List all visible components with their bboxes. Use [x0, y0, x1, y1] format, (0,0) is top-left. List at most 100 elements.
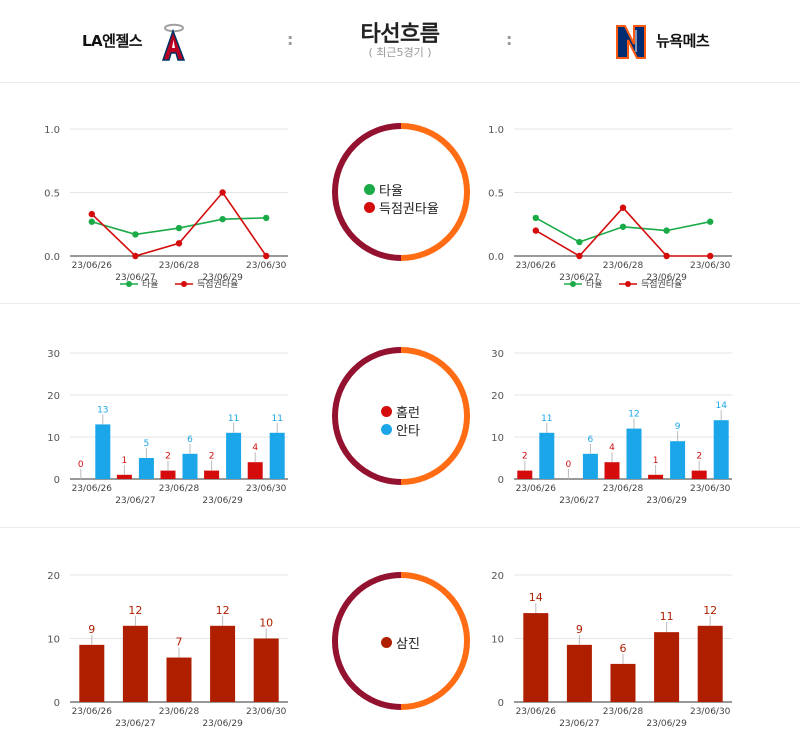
data-label: 0: [566, 460, 572, 470]
legend-marker-icon: [625, 281, 631, 287]
data-label: 11: [228, 414, 239, 424]
x-tick-label: 23/06/27: [115, 496, 155, 506]
y-tick-label: 1.0: [44, 125, 60, 136]
bar: [226, 432, 242, 479]
data-label: 4: [609, 443, 615, 453]
bar: [697, 625, 723, 702]
bar: [517, 470, 533, 479]
x-tick-label: 23/06/26: [72, 261, 113, 271]
data-point: [532, 214, 539, 222]
power-ring: [332, 347, 470, 485]
data-point: [532, 227, 539, 234]
x-tick-label: 23/06/29: [202, 273, 243, 283]
bar: [79, 644, 105, 702]
data-label: 7: [176, 636, 183, 649]
angels-logo-icon: [161, 23, 186, 61]
data-point: [663, 227, 670, 234]
data-label: 2: [165, 452, 171, 462]
y-tick-label: 20: [491, 571, 504, 582]
y-tick-label: 0.0: [488, 252, 504, 263]
y-tick-label: 10: [47, 635, 60, 646]
legend-label: 안타: [396, 423, 420, 439]
data-point: [707, 218, 714, 225]
legend-item: 홈런: [381, 402, 420, 421]
y-tick-label: 10: [491, 433, 504, 444]
data-point: [132, 252, 139, 260]
x-tick-label: 23/06/27: [559, 273, 599, 283]
y-tick-label: 30: [491, 349, 504, 360]
ring-left-arc: [332, 572, 402, 710]
x-tick-label: 23/06/29: [202, 719, 243, 729]
page-subtitle: ( 최근5경기 ): [368, 46, 432, 59]
legend-item: 삼진: [381, 633, 420, 652]
data-point: [619, 223, 627, 230]
legend-item: 득점권타율: [364, 198, 439, 217]
blue-dot-icon: [381, 423, 392, 435]
data-label: 4: [252, 443, 258, 453]
legend-item: 타율: [364, 180, 439, 199]
data-point: [663, 252, 670, 260]
legend-marker-icon: [181, 281, 187, 287]
x-tick-label: 23/06/26: [72, 707, 113, 717]
y-tick-label: 0.0: [44, 252, 60, 263]
bar: [269, 432, 285, 479]
data-point: [707, 252, 714, 260]
page-title: 타선흐름: [360, 22, 440, 47]
data-label: 2: [522, 452, 528, 462]
y-tick-label: 0.5: [488, 189, 504, 200]
ring-right-arc: [400, 572, 470, 710]
data-label: 11: [660, 610, 674, 623]
batting-section: 0.0 0.5 1.0 23/06/26 23/06/27 23/06/28 23/06/2…: [0, 100, 800, 300]
data-label: 2: [696, 452, 702, 462]
data-label: 6: [620, 642, 627, 655]
y-tick-label: 10: [491, 635, 504, 646]
data-point: [175, 224, 183, 232]
x-tick-label: 23/06/27: [559, 496, 599, 506]
data-point: [175, 240, 183, 247]
x-tick-label: 23/06/26: [516, 484, 557, 494]
ring-left-arc: [332, 347, 402, 485]
x-tick-label: 23/06/30: [246, 707, 287, 717]
data-label: 9: [576, 623, 583, 636]
legend-marker-icon: [570, 281, 576, 287]
x-tick-label: 23/06/28: [603, 261, 644, 271]
batting-center-legend: 타율 득점권타율: [364, 180, 439, 217]
legend-label: 삼진: [396, 636, 420, 652]
home-team-name: LA엔젤스: [82, 32, 143, 50]
strikeout-ring: [332, 572, 470, 710]
ring-right-arc: [400, 347, 470, 485]
data-label: 6: [588, 435, 594, 445]
data-label: 12: [703, 604, 717, 617]
legend-label: 득점권타율: [641, 278, 682, 290]
x-tick-label: 23/06/28: [159, 484, 200, 494]
data-label: 11: [541, 414, 552, 424]
x-tick-label: 23/06/28: [603, 707, 644, 717]
y-tick-label: 0: [498, 698, 504, 709]
bar: [713, 420, 729, 479]
bar: [566, 644, 592, 702]
data-label: 1: [122, 456, 128, 466]
bar: [626, 428, 642, 479]
x-tick-label: 23/06/27: [115, 719, 155, 729]
bar: [182, 453, 198, 479]
data-label: 5: [144, 439, 150, 449]
x-tick-label: 23/06/26: [516, 707, 557, 717]
legend-label: 홈런: [396, 405, 420, 421]
strikeout-section: 0 10 20 23/06/26 23/06/27 23/06/28 23/06/29 23/…: [0, 555, 800, 729]
x-tick-label: 23/06/26: [516, 261, 557, 271]
bar: [204, 470, 220, 479]
x-tick-label: 23/06/30: [246, 484, 287, 494]
y-tick-label: 10: [47, 433, 60, 444]
y-tick-label: 0: [54, 475, 60, 486]
bar: [210, 625, 236, 702]
legend-label: 타율: [379, 183, 403, 199]
y-tick-label: 20: [47, 571, 60, 582]
data-label: 13: [97, 405, 108, 415]
header: LA엔젤스 : 타선흐름 ( 최근5경기 ) : 뉴욕메츠: [0, 0, 800, 83]
x-tick-label: 23/06/28: [159, 261, 200, 271]
data-label: 10: [259, 617, 273, 630]
x-tick-label: 23/06/30: [690, 707, 731, 717]
